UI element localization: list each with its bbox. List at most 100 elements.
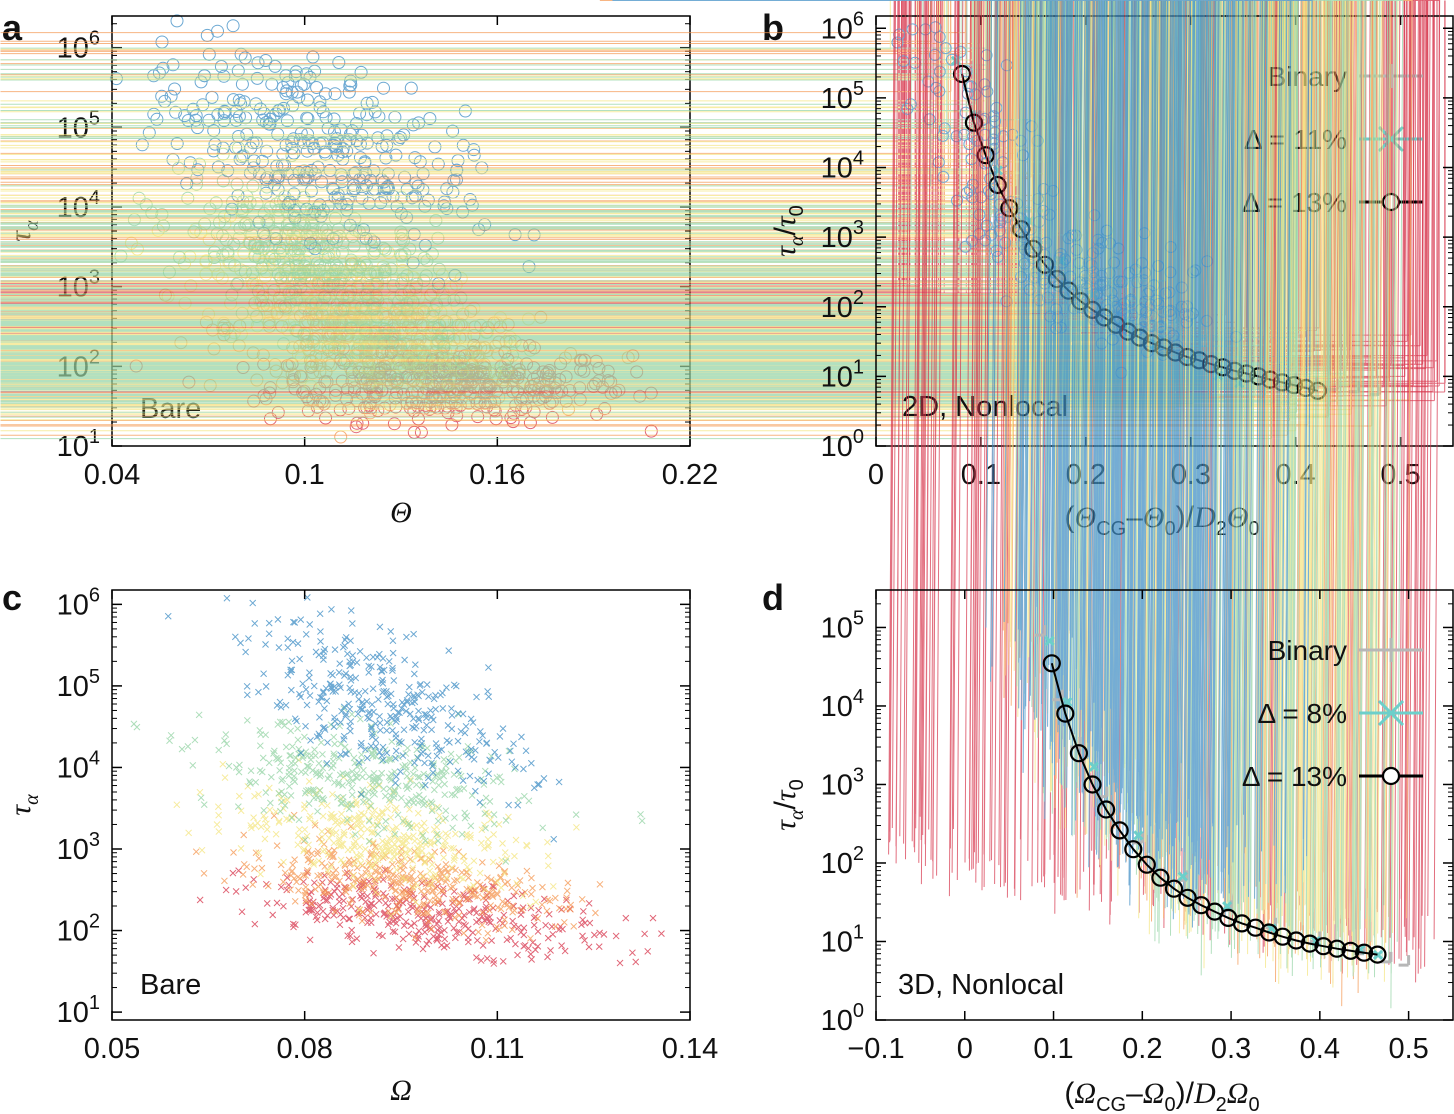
data-point xyxy=(321,915,329,923)
data-point xyxy=(349,652,357,659)
data-point xyxy=(462,922,470,929)
data-point xyxy=(475,928,482,936)
data-point xyxy=(289,743,296,750)
panel-letter-b: b xyxy=(762,7,784,48)
data-point xyxy=(215,746,223,754)
data-point xyxy=(330,723,338,731)
data-point xyxy=(239,871,247,878)
data-point xyxy=(364,714,371,722)
data-point xyxy=(421,928,429,936)
data-point xyxy=(0,0,948,143)
data-point xyxy=(258,864,266,872)
data-point xyxy=(415,707,422,715)
data-point xyxy=(364,892,371,900)
data-point xyxy=(389,148,403,162)
data-point xyxy=(365,817,373,825)
data-point xyxy=(315,883,322,890)
data-point xyxy=(178,109,192,123)
data-point xyxy=(532,898,540,906)
data-point xyxy=(282,743,290,751)
data-point xyxy=(200,869,208,877)
data-point xyxy=(0,0,1446,393)
data-point xyxy=(467,822,475,830)
data-point xyxy=(170,137,184,150)
data-point xyxy=(404,81,418,95)
data-point xyxy=(562,905,570,913)
data-point xyxy=(261,835,269,843)
data-point xyxy=(505,801,513,809)
data-point xyxy=(0,0,1025,235)
data-point xyxy=(421,800,429,807)
data-point xyxy=(197,794,205,802)
data-point xyxy=(423,940,431,948)
data-point xyxy=(384,902,392,910)
data-point xyxy=(367,742,375,750)
data-point xyxy=(356,715,364,723)
data-point xyxy=(341,743,349,751)
data-point xyxy=(434,817,442,825)
data-point xyxy=(237,845,245,852)
data-point xyxy=(327,112,341,126)
data-point xyxy=(196,788,204,796)
x-tick-label: 0.05 xyxy=(84,1033,140,1065)
data-point xyxy=(371,790,379,798)
data-point xyxy=(268,59,282,73)
collapsed-cloud xyxy=(600,1,1440,1014)
data-point xyxy=(448,711,456,719)
data-point xyxy=(525,797,533,805)
data-point xyxy=(247,767,255,775)
data-point xyxy=(382,817,390,825)
data-point xyxy=(544,852,552,860)
data-point xyxy=(296,655,304,663)
data-point xyxy=(410,630,418,638)
data-point xyxy=(303,762,311,770)
data-point xyxy=(499,725,507,733)
data-point xyxy=(0,0,1022,196)
data-point xyxy=(558,942,566,950)
data-point xyxy=(462,722,470,730)
data-point xyxy=(289,861,297,869)
data-point xyxy=(409,857,416,865)
data-point xyxy=(551,923,559,930)
data-point xyxy=(243,863,251,871)
data-point xyxy=(592,909,599,917)
data-point xyxy=(240,831,248,839)
data-point xyxy=(370,708,378,716)
data-point xyxy=(318,828,326,835)
data-point xyxy=(534,915,542,922)
data-point xyxy=(448,705,455,712)
data-point xyxy=(328,87,342,101)
data-point xyxy=(458,869,466,876)
data-point xyxy=(547,947,554,954)
data-point xyxy=(0,0,940,137)
data-point xyxy=(339,782,346,789)
data-point xyxy=(312,648,320,656)
data-point xyxy=(319,87,332,101)
data-point xyxy=(0,0,961,206)
data-point xyxy=(287,187,301,201)
data-point xyxy=(282,701,290,709)
data-point xyxy=(285,881,293,889)
data-point xyxy=(359,773,366,781)
data-point xyxy=(454,710,462,717)
data-point xyxy=(549,930,557,938)
data-point xyxy=(299,680,307,688)
data-point xyxy=(297,616,305,624)
data-point xyxy=(211,160,225,174)
data-point xyxy=(347,607,355,614)
data-point xyxy=(331,646,339,654)
data-point xyxy=(284,644,292,651)
data-point xyxy=(294,640,302,648)
data-point xyxy=(616,959,624,967)
data-point xyxy=(579,907,587,915)
data-point xyxy=(276,767,284,774)
data-point xyxy=(275,644,283,651)
data-point xyxy=(401,656,409,664)
data-point xyxy=(570,922,578,930)
data-point xyxy=(413,781,420,789)
data-point xyxy=(265,759,273,767)
y-tick-label: 106 xyxy=(57,28,100,65)
data-point xyxy=(357,833,365,840)
data-point xyxy=(406,118,420,132)
data-point xyxy=(223,740,231,748)
